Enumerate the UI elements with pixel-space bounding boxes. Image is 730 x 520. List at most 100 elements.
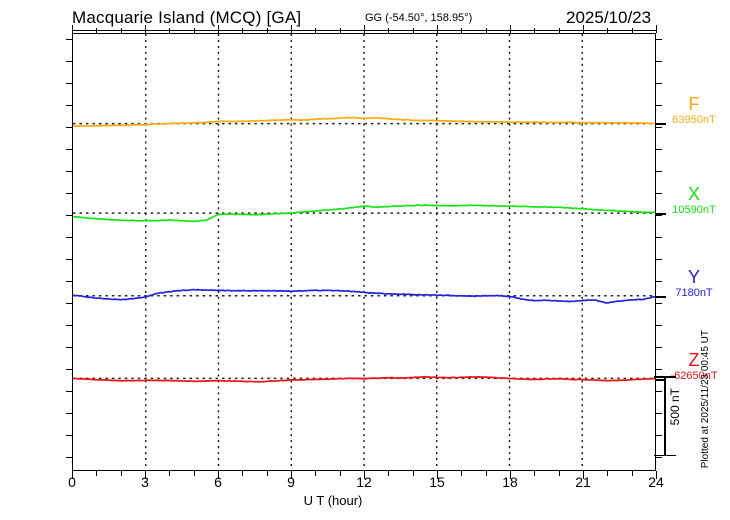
y-tick: [655, 149, 662, 150]
x-tick: [96, 471, 98, 476]
component-baseline-x: 10590nT: [672, 204, 716, 216]
component-label-x: X 10590nT: [658, 185, 730, 217]
x-tick-label: 9: [287, 474, 295, 490]
y-tick: [655, 193, 662, 194]
observation-date: 2025/10/23: [566, 8, 652, 27]
y-tick: [655, 391, 662, 392]
y-tick: [655, 281, 662, 282]
x-tick: [120, 471, 122, 476]
component-letter-y: Y: [687, 267, 700, 287]
y-tick: [66, 215, 73, 216]
zero-reference-tick-y: [656, 296, 666, 298]
x-tick: [315, 28, 317, 33]
y-tick: [66, 39, 73, 40]
x-tick: [193, 28, 195, 33]
y-tick: [655, 369, 662, 370]
y-tick: [655, 39, 662, 40]
x-tick-label: 18: [502, 474, 518, 490]
y-tick: [66, 83, 73, 84]
zero-reference-tick-z: [656, 379, 666, 381]
x-tick: [388, 28, 390, 33]
x-tick: [558, 28, 560, 33]
x-tick: [72, 471, 73, 479]
x-tick: [291, 471, 292, 479]
y-tick: [66, 237, 73, 238]
x-axis-title-text: U T (hour): [303, 493, 363, 508]
x-tick: [242, 471, 244, 476]
y-tick: [66, 391, 73, 392]
y-tick: [655, 83, 662, 84]
x-tick: [364, 471, 365, 479]
y-tick: [655, 325, 662, 326]
x-tick-label: 15: [429, 474, 445, 490]
x-tick: [534, 28, 536, 33]
x-tick: [461, 28, 463, 33]
component-baseline-y: 7180nT: [675, 287, 713, 299]
y-tick: [66, 303, 73, 304]
x-tick: [315, 471, 317, 476]
x-tick: [534, 471, 536, 476]
y-tick: [66, 347, 73, 348]
x-tick-label: 6: [214, 474, 222, 490]
y-tick: [655, 105, 662, 106]
gridlines: [145, 34, 583, 470]
y-tick: [655, 171, 662, 172]
scale-bar-top-cap: [654, 376, 676, 378]
component-label-y: Y 7180nT: [658, 268, 730, 300]
x-tick: [437, 25, 438, 33]
y-tick: [66, 61, 73, 62]
chart-header: Macquarie Island (MCQ) [GA] GG (-54.50°,…: [0, 8, 730, 32]
x-tick: [461, 471, 463, 476]
x-tick: [558, 471, 560, 476]
x-tick: [169, 28, 171, 33]
x-tick: [485, 471, 487, 476]
y-tick: [655, 303, 662, 304]
x-tick: [218, 25, 219, 33]
component-letter-f: F: [688, 94, 700, 114]
y-tick: [66, 369, 73, 370]
x-tick: [193, 471, 195, 476]
x-tick: [510, 471, 511, 479]
x-axis-title: U T (hour): [0, 493, 730, 508]
x-tick: [607, 28, 609, 33]
zero-reference-tick-f: [656, 123, 666, 125]
x-tick: [412, 28, 414, 33]
scale-bar-bottom-cap: [654, 454, 676, 456]
x-tick: [485, 28, 487, 33]
y-tick: [655, 457, 662, 458]
y-tick: [655, 435, 662, 436]
y-tick: [66, 325, 73, 326]
y-tick: [655, 61, 662, 62]
trace-f: [73, 116, 655, 128]
y-tick: [66, 105, 73, 106]
plotted-timestamp: Plotted at 2025/11/23 00:45 UT: [700, 330, 711, 469]
y-tick: [66, 193, 73, 194]
y-tick: [66, 413, 73, 414]
component-baseline-f: 63950nT: [672, 114, 716, 126]
x-tick: [412, 471, 414, 476]
x-tick: [388, 471, 390, 476]
trace-x: [73, 204, 655, 223]
y-tick: [655, 347, 662, 348]
scale-bar-label: 500 nT: [668, 388, 682, 426]
zero-reference-tick-x: [656, 213, 666, 215]
x-tick: [631, 471, 633, 476]
x-tick-label: 24: [648, 474, 664, 490]
x-tick: [120, 28, 122, 33]
x-tick: [656, 471, 657, 479]
y-tick: [655, 413, 662, 414]
y-tick: [66, 259, 73, 260]
x-tick: [242, 28, 244, 33]
y-tick: [66, 127, 73, 128]
y-tick: [66, 457, 73, 458]
y-tick: [655, 127, 662, 128]
y-tick: [655, 215, 662, 216]
geographic-coordinates: GG (-54.50°, 158.95°): [365, 12, 473, 24]
x-tick: [656, 25, 657, 33]
component-label-f: F 63950nT: [658, 95, 730, 127]
y-tick: [66, 149, 73, 150]
x-tick-label: 12: [356, 474, 372, 490]
x-tick: [339, 28, 341, 33]
trace-z: [73, 375, 655, 383]
